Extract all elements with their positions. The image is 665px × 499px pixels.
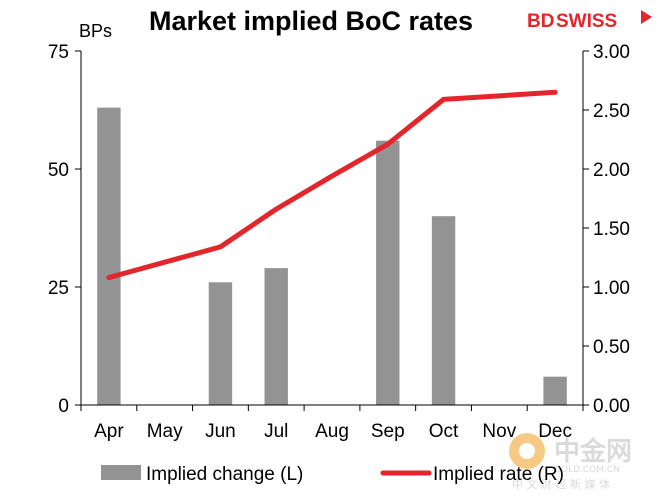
bar-jul [264,268,288,405]
right-tick-label: 2.50 [593,101,630,122]
x-tick-label: Dec [538,421,572,442]
legend: Implied change (L) Implied rate (R) [101,464,564,485]
left-tick-label: 25 [48,278,69,299]
watermark: 中金网 GOLD.COM.CN 中 文 财 经 新 媒 体 [509,433,632,491]
left-tick-label: 75 [48,42,69,63]
x-tick-label: Aug [315,421,349,442]
right-tick-label: 0.00 [593,396,630,417]
right-tick-label: 3.00 [593,42,630,63]
x-tick-label: Apr [94,421,124,442]
legend-label-implied-rate: Implied rate (R) [433,464,564,485]
logo-swiss-text: SWISS [556,11,617,32]
logo-bd-text: BD [527,11,554,32]
watermark-main: 中金网 [554,436,632,467]
x-tick-label: Jun [205,421,236,442]
bar-apr [97,107,121,405]
bar-jun [208,282,233,405]
implied-rate-line [106,89,558,281]
x-tick-label: May [147,421,183,442]
x-tick-label: Oct [429,421,459,442]
left-axis-unit-label: BPs [79,21,112,41]
x-tick-label: Jul [264,421,288,442]
line-series-implied-rate [106,89,558,281]
legend-label-implied-change: Implied change (L) [146,464,303,485]
right-tick-label: 1.00 [593,278,630,299]
axes: 0 25 50 75 0.00 0.50 1.00 1.50 2.00 2.50 3.00 Apr Ma… [48,42,630,442]
watermark-logo-inner-icon [519,443,535,459]
chart-title: Market implied BoC rates [149,6,473,36]
x-tick-label: Sep [371,421,405,442]
logo-arrow-icon [641,10,652,24]
left-tick-label: 50 [48,160,69,181]
watermark-tagline: 中 文 财 经 新 媒 体 [512,477,610,491]
right-tick-label: 2.00 [593,160,630,181]
bar-sep [376,140,400,405]
bdswiss-logo: BD SWISS [527,10,652,32]
bar-oct [431,216,456,405]
watermark-url: GOLD.COM.CN [554,465,620,475]
right-tick-label: 0.50 [593,337,630,358]
left-tick-label: 0 [58,396,69,417]
right-tick-label: 1.50 [593,219,630,240]
bar-series-implied-change [97,107,567,405]
legend-bar-swatch [101,465,141,480]
x-tick-label: Nov [482,421,516,442]
bar-dec [543,376,567,405]
